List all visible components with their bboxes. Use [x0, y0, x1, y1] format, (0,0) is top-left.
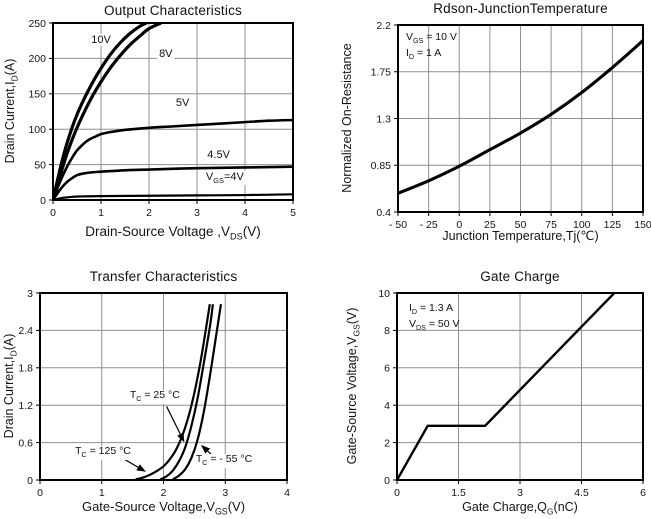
chart-1: - 50 - 25 0 25 50 75 100 125 150 0.4 0.85 1.3 1.75 2.…: [371, 20, 651, 231]
series-tc-25C: [159, 304, 214, 480]
y-tick-label: 1.2: [18, 400, 33, 412]
curve-label: 10V: [89, 33, 113, 47]
y-tick-label: 0: [40, 195, 46, 207]
curve-label: TC = - 55 °C: [193, 453, 255, 469]
y-tick-label: 50: [34, 159, 46, 171]
x-tick-label: 0: [456, 219, 462, 231]
curve-label: 5V: [173, 96, 192, 110]
x-tick-label: 4: [284, 487, 290, 499]
condition-line: VDS = 50 V: [409, 318, 460, 333]
y-tick-label: 2.2: [376, 20, 391, 32]
x-tick-label: 0: [37, 487, 43, 499]
grid: [398, 25, 643, 212]
y-tick-label: 0: [27, 475, 33, 487]
chart-2: 0 1 2 3 4 0 0.6 1.2 1.8 2.4 3: [18, 288, 290, 499]
series-VGS-5V: [53, 118, 293, 200]
series-VGS-4.5V: [53, 165, 293, 200]
x-tick-label: 6: [640, 487, 646, 499]
x-tick-label: 1: [99, 487, 105, 499]
y-tick-label: 3: [27, 288, 33, 300]
condition-line: ID = 1.3 A: [409, 302, 453, 317]
chart-title-gate-charge: Gate Charge: [480, 269, 560, 284]
y-axis-label-rdson: Normalized On-Resistance: [340, 43, 354, 193]
curve-label: VGS=4V: [203, 170, 246, 186]
x-tick-label: 125: [604, 219, 622, 231]
x-tick-label: 25: [484, 219, 496, 231]
x-axis-label-transfer: Gate-Source Voltage,VGS(V): [81, 499, 246, 517]
y-axis-label-output: Drain Current,ID(A): [3, 58, 20, 164]
x-tick-label: 4.5: [574, 487, 589, 499]
x-tick-label: 1.5: [451, 487, 466, 499]
ticks: - 50 - 25 0 25 50 75 100 125 150 0.4 0.85 1.3 1.75 2.…: [371, 20, 651, 231]
condition-line: VGS = 10 V: [406, 31, 457, 46]
x-axis-label-rdson: Junction Temperature,Tj(℃): [442, 229, 599, 243]
ticks: 0 1 2 3 4 0 0.6 1.2 1.8 2.4 3: [18, 288, 290, 499]
y-axis-label-transfer: Drain Current,ID(A): [2, 333, 19, 439]
x-tick-label: 2: [161, 487, 167, 499]
y-tick-label: 10: [378, 288, 390, 300]
chart-title-rdson: Rdson-JunctionTemperature: [433, 1, 608, 16]
curve-label: 4.5V: [205, 149, 232, 162]
x-tick-label: 75: [545, 219, 557, 231]
x-tick-label: 100: [573, 219, 591, 231]
y-tick-label: 8: [384, 325, 390, 337]
x-axis-label-output: Drain-Source Voltage ,VDS(V): [85, 224, 261, 242]
y-tick-label: 1.3: [376, 113, 391, 125]
grid: [397, 293, 643, 480]
y-tick-label: 2.4: [18, 325, 33, 337]
chart-3: 0 1.5 3 4.5 6 0 2 4 6 8 10: [378, 288, 646, 499]
x-tick-label: 3: [517, 487, 523, 499]
x-tick-label: 50: [515, 219, 527, 231]
test-conditions: VGS = 10 V ID = 1 A: [406, 30, 457, 63]
x-tick-label: 5: [290, 207, 296, 219]
x-tick-label: 150: [634, 219, 651, 231]
chart-title-output: Output Characteristics: [104, 3, 242, 18]
series-tc-125C: [135, 304, 211, 480]
y-tick-label: 0: [384, 475, 390, 487]
y-tick-label: 250: [28, 18, 46, 30]
grid: [40, 293, 287, 480]
series-normalized-rdson: [398, 39, 643, 195]
y-tick-label: 4: [384, 400, 390, 412]
condition-line: ID = 1 A: [406, 47, 442, 62]
test-conditions: ID = 1.3 A VDS = 50 V: [409, 301, 460, 334]
x-tick-label: - 25: [420, 219, 438, 231]
series-VGS-8V: [53, 23, 162, 200]
x-tick-label: - 50: [389, 219, 407, 231]
x-tick-label: 3: [194, 207, 200, 219]
callout-arrow: [166, 406, 185, 443]
chart-title-transfer: Transfer Characteristics: [89, 269, 238, 284]
series-tc-m55C: [172, 304, 223, 480]
x-tick-label: 1: [98, 207, 104, 219]
y-tick-label: 100: [28, 124, 46, 136]
y-tick-label: 6: [384, 363, 390, 375]
series-VGS-10V: [53, 23, 148, 200]
x-tick-label: 0: [394, 487, 400, 499]
y-tick-label: 0.4: [376, 207, 391, 219]
y-tick-label: 200: [28, 53, 46, 65]
curve-label: TC = 125 °C: [73, 444, 133, 460]
x-axis-label-gate-charge: Gate Charge,QG(nC): [462, 500, 578, 517]
series-VGS-4V: [53, 193, 293, 200]
y-tick-label: 2: [384, 437, 390, 449]
x-tick-label: 3: [222, 487, 228, 499]
x-tick-label: 4: [242, 207, 248, 219]
curve-label: TC = 25 °C: [127, 389, 182, 405]
curve-label: 8V: [157, 48, 175, 61]
y-tick-label: 1.75: [371, 67, 392, 79]
x-tick-label: 2: [146, 207, 152, 219]
y-tick-label: 150: [28, 89, 46, 101]
series-gate-charge: [397, 293, 616, 480]
y-axis-label-gate-charge: Gate-Source Voltage,VGS(V): [345, 307, 362, 465]
y-tick-label: 0.6: [18, 437, 33, 449]
y-tick-label: 1.8: [18, 363, 33, 375]
y-tick-label: 0.85: [371, 160, 392, 172]
x-tick-label: 0: [50, 207, 56, 219]
plot-border: [52, 22, 294, 201]
ticks: 0 1.5 3 4.5 6 0 2 4 6 8 10: [378, 288, 646, 499]
